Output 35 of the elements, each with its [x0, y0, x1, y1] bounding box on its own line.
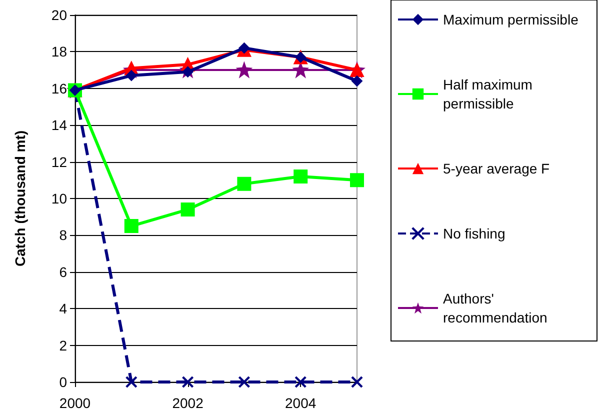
y-tick-label: 2 — [59, 337, 68, 354]
y-tick-label: 20 — [51, 7, 68, 23]
point — [238, 376, 250, 388]
y-tick-label: 8 — [59, 227, 68, 244]
point — [125, 376, 138, 388]
x-tick-label: 2002 — [172, 395, 204, 411]
point — [294, 169, 308, 184]
legend-label: Maximum permissible — [443, 12, 579, 28]
y-axis-title: Catch (thousand mt) — [12, 130, 28, 267]
point — [352, 76, 362, 87]
y-tick-label: 12 — [51, 154, 68, 170]
point — [238, 63, 251, 77]
point — [126, 70, 137, 82]
legend-label: Half maximum permissible — [443, 76, 536, 112]
legend-label: Authors' recommendation — [443, 290, 548, 326]
y-tick-label: 0 — [59, 374, 68, 390]
legend-label: 5-year average F — [443, 160, 550, 176]
point — [237, 176, 252, 191]
legend-label: No fishing — [443, 226, 506, 242]
y-tick-label: 6 — [59, 264, 68, 280]
x-tick-label: 2004 — [285, 395, 316, 411]
point — [294, 63, 308, 77]
point — [294, 376, 307, 388]
y-tick-label: 4 — [59, 300, 68, 317]
y-tick-label: 18 — [51, 44, 68, 60]
y-tick-label: 10 — [51, 190, 68, 206]
point — [350, 376, 364, 388]
y-tick-label: 14 — [51, 117, 68, 134]
point — [350, 173, 364, 188]
point — [124, 219, 138, 234]
y-tick-label: 16 — [51, 80, 68, 96]
point — [180, 202, 195, 217]
x-tick-label: 2000 — [59, 395, 91, 411]
point — [182, 66, 194, 78]
point — [182, 376, 194, 388]
